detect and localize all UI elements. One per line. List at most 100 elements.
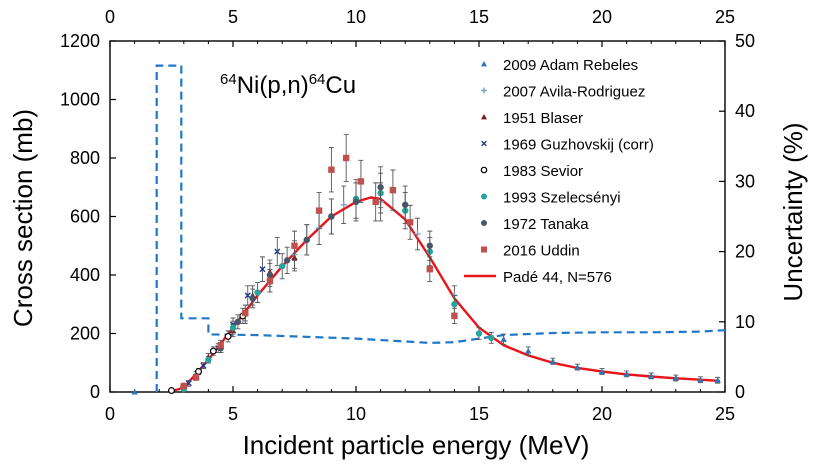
data-point (500, 336, 507, 342)
data-point (291, 242, 298, 249)
legend-item: 1969 Guzhovskij (corr) (481, 137, 654, 154)
x-top-tick-label: 5 (228, 7, 238, 27)
x-top-tick-label: 20 (592, 7, 612, 27)
data-point (224, 332, 232, 340)
data-point (249, 295, 256, 302)
x-top-tick-label: 25 (715, 7, 735, 27)
legend-item: 1983 Sevior (480, 163, 583, 180)
series-3-markers (185, 237, 281, 387)
y-axis-label: Cross section (mb) (8, 109, 38, 327)
legend-label: 2009 Adam Rebeles (503, 57, 638, 74)
data-point (714, 377, 721, 383)
legend-item: 2009 Adam Rebeles (481, 57, 638, 74)
legend-item: 1972 Tanaka (481, 216, 589, 233)
data-point (242, 309, 249, 317)
y2-tick-label: 30 (735, 171, 755, 191)
data-point (402, 201, 409, 208)
data-point (488, 334, 495, 342)
title-part-2: Ni(p,n) (237, 72, 309, 99)
data-point (168, 387, 175, 395)
data-point (205, 356, 212, 364)
series-0-markers (131, 333, 721, 395)
legend-label: Padé 44, N=576 (503, 269, 612, 286)
legend-item: Padé 44, N=576 (464, 269, 612, 286)
legend-label: 2016 Uddin (503, 243, 580, 260)
data-point (315, 207, 323, 214)
data-point (372, 198, 379, 206)
y2-tick-label: 20 (735, 242, 755, 262)
legend-swatch (481, 114, 487, 120)
data-point (342, 154, 350, 162)
data-point (266, 277, 274, 285)
y-tick-label: 0 (90, 382, 100, 402)
legend-label: 1983 Sevior (503, 163, 583, 180)
legend-label: 2007 Avila-Rodriguez (503, 84, 645, 101)
y-tick-label: 800 (70, 148, 100, 168)
x-tick-label: 0 (105, 404, 115, 424)
x-tick-label: 15 (469, 404, 489, 424)
data-point (209, 347, 217, 355)
legend-label: 1993 Szelecsényi (503, 190, 621, 207)
data-point (340, 201, 347, 208)
legend-item: 1993 Szelecsényi (481, 190, 621, 207)
y-tick-label: 1000 (60, 90, 100, 110)
y2-axis-label: Uncertainty (%) (778, 122, 808, 301)
legend-swatch (481, 61, 487, 67)
data-point (352, 198, 360, 206)
legend-label: 1969 Guzhovskij (corr) (503, 137, 654, 154)
x-top-tick-label: 15 (469, 7, 489, 27)
data-point (274, 248, 281, 255)
data-point (195, 368, 203, 376)
data-markers (131, 134, 721, 395)
data-point (229, 324, 237, 331)
legend-swatch (481, 246, 487, 253)
y2-tick-label: 0 (735, 382, 745, 402)
data-point (131, 388, 138, 395)
data-point (328, 166, 335, 173)
series-6-markers (217, 166, 433, 353)
data-point (451, 312, 458, 320)
data-point (574, 363, 581, 370)
x-tick-label: 5 (228, 404, 238, 424)
series-1-markers (192, 182, 458, 378)
title-sup-3: 64 (309, 71, 326, 88)
data-point (303, 236, 310, 244)
legend-swatch (481, 87, 487, 94)
data-point (549, 358, 556, 364)
data-point (414, 230, 421, 238)
legend-item: 2007 Avila-Rodriguez (481, 84, 645, 101)
data-point (426, 265, 433, 273)
x-axis-label: Incident particle energy (MeV) (243, 430, 590, 460)
legend-label: 1951 Blaser (503, 110, 583, 127)
y2-tick-label: 10 (735, 312, 755, 332)
data-point (475, 330, 483, 337)
data-point (451, 301, 458, 308)
title-part-4: Cu (325, 72, 356, 99)
legend-swatch (481, 140, 487, 147)
legend-item: 2016 Uddin (481, 243, 580, 260)
data-point (623, 370, 630, 377)
x-tick-label: 10 (346, 404, 366, 424)
data-point (328, 213, 335, 220)
x-top-tick-label: 10 (346, 7, 366, 27)
legend-item: 1951 Blaser (481, 110, 583, 127)
series-7-markers (180, 134, 458, 390)
legend-label: 1972 Tanaka (503, 216, 589, 233)
data-point (279, 263, 286, 270)
data-point (697, 376, 704, 383)
data-point (244, 292, 251, 299)
y2-tick-label: 40 (735, 101, 755, 121)
data-point (426, 242, 433, 249)
data-point (598, 368, 606, 375)
data-point (234, 318, 242, 325)
data-point (283, 257, 291, 264)
y-tick-label: 1200 (60, 31, 100, 51)
legend-swatch (481, 193, 487, 200)
data-point (672, 374, 679, 381)
data-point (259, 266, 266, 273)
y2-tick-label: 50 (735, 31, 755, 51)
data-point (192, 374, 200, 381)
data-point (254, 289, 261, 296)
data-point (200, 362, 207, 369)
